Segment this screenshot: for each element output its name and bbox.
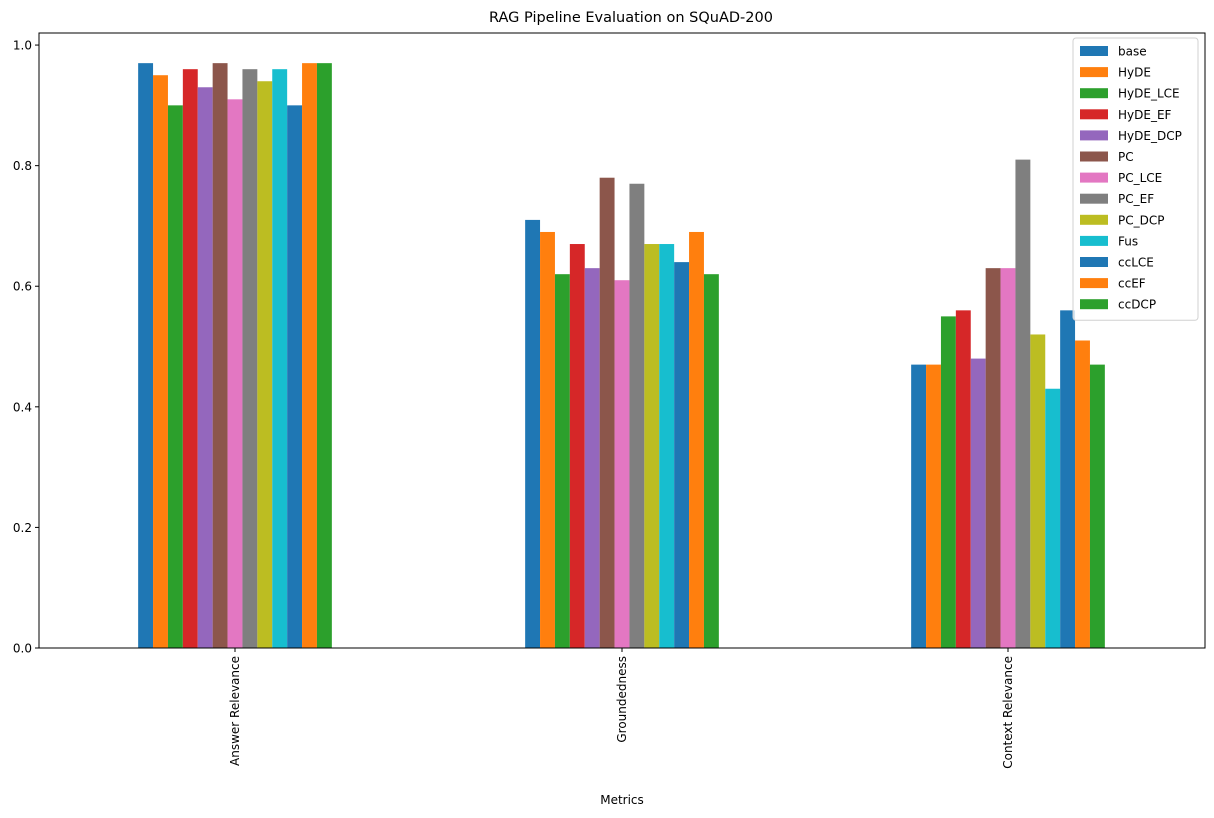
bar-pc-answer-relevance	[212, 63, 228, 648]
legend-label: Fus	[1118, 234, 1138, 248]
legend-swatch	[1080, 299, 1108, 310]
legend-swatch	[1080, 214, 1108, 225]
legend-label: HyDE_LCE	[1118, 87, 1180, 101]
bar-hyde-groundedness	[540, 231, 555, 648]
legend-swatch	[1080, 193, 1108, 204]
bar-ccef-context-relevance	[1075, 340, 1090, 648]
y-tick-label: 0.2	[13, 521, 32, 535]
legend-swatch	[1080, 235, 1108, 246]
bar-pc-ef-context-relevance	[1015, 159, 1031, 648]
bar-pc-lce-answer-relevance	[227, 99, 243, 648]
bar-base-groundedness	[525, 219, 541, 648]
bar-base-context-relevance	[911, 364, 927, 648]
bar-hyde-answer-relevance	[153, 75, 168, 648]
bar-ccdcp-answer-relevance	[316, 63, 332, 648]
legend-label: PC_EF	[1118, 192, 1154, 206]
bar-hyde-dcp-context-relevance	[970, 358, 986, 648]
bar-pc-lce-groundedness	[614, 280, 630, 648]
y-tick-label: 0.0	[13, 642, 32, 656]
y-tick-label: 0.8	[13, 159, 32, 173]
legend-swatch	[1080, 257, 1108, 267]
legend-label: HyDE_DCP	[1118, 129, 1182, 143]
legend-swatch	[1080, 46, 1108, 56]
y-tick-label: 1.0	[13, 39, 32, 53]
bar-cclce-groundedness	[674, 262, 690, 648]
legend-swatch	[1080, 172, 1108, 183]
legend-swatch	[1080, 109, 1108, 120]
legend-swatch	[1080, 278, 1108, 289]
bar-pc-ef-groundedness	[629, 183, 645, 649]
legend-label: PC	[1118, 150, 1134, 164]
x-axis-title: Metrics	[600, 793, 644, 807]
y-tick-label: 0.6	[13, 280, 32, 294]
bar-hyde-ef-groundedness	[569, 244, 585, 648]
bar-hyde-ef-answer-relevance	[182, 69, 198, 649]
x-axis: Answer Relevance Groundedness Context Rele…	[228, 648, 1015, 769]
bar-hyde-ef-context-relevance	[955, 310, 971, 648]
legend-label: base	[1118, 45, 1147, 59]
bar-hyde-context-relevance	[926, 364, 941, 648]
chart-title: RAG Pipeline Evaluation on SQuAD-200	[489, 10, 773, 26]
bar-pc-lce-context-relevance	[1000, 268, 1016, 648]
legend-swatch	[1080, 88, 1108, 99]
bar-ccef-answer-relevance	[302, 63, 317, 648]
legend-label: PC_DCP	[1118, 213, 1164, 227]
bar-hyde-dcp-groundedness	[584, 268, 600, 648]
bar-pc-dcp-answer-relevance	[257, 81, 273, 649]
legend-label: ccEF	[1118, 277, 1146, 291]
bar-fus-answer-relevance	[272, 69, 288, 649]
bars-group	[138, 63, 1105, 649]
bar-cclce-answer-relevance	[287, 105, 303, 649]
legend: base HyDE HyDE_LCE HyDE_EF HyDE_DCP PC PC_LCE P…	[1072, 37, 1199, 321]
legend-swatch	[1080, 151, 1108, 162]
bar-hyde-lce-context-relevance	[940, 316, 956, 648]
bar-hyde-lce-answer-relevance	[167, 105, 183, 649]
bar-ccef-groundedness	[689, 231, 704, 648]
y-axis: 0.0 0.2 0.4 0.6 0.8 1.0	[13, 39, 39, 656]
bar-hyde-dcp-answer-relevance	[197, 87, 213, 648]
bar-cclce-context-relevance	[1060, 310, 1076, 648]
legend-label: ccDCP	[1118, 298, 1156, 312]
x-tick-label: Context Relevance	[1001, 656, 1015, 769]
bar-fus-groundedness	[659, 244, 675, 648]
legend-label: PC_LCE	[1118, 171, 1162, 185]
bar-pc-groundedness	[599, 177, 615, 648]
y-tick-label: 0.4	[13, 400, 32, 414]
bar-fus-context-relevance	[1045, 388, 1061, 648]
x-tick-label: Answer Relevance	[228, 656, 242, 766]
bar-ccdcp-groundedness	[703, 274, 719, 648]
legend-label: ccLCE	[1118, 256, 1154, 270]
legend-box	[1072, 37, 1199, 321]
bar-pc-dcp-groundedness	[644, 244, 660, 648]
plot-frame	[38, 32, 1206, 649]
x-tick-label: Groundedness	[615, 656, 629, 743]
bar-pc-ef-answer-relevance	[242, 69, 258, 649]
legend-swatch	[1080, 67, 1108, 78]
bar-ccdcp-context-relevance	[1089, 364, 1105, 648]
bar-pc-context-relevance	[985, 268, 1001, 648]
legend-label: HyDE	[1118, 66, 1151, 80]
legend-swatch	[1080, 130, 1108, 141]
bar-hyde-lce-groundedness	[554, 274, 570, 648]
bar-base-answer-relevance	[138, 63, 154, 648]
bar-pc-dcp-context-relevance	[1030, 334, 1046, 648]
legend-label: HyDE_EF	[1118, 108, 1172, 122]
